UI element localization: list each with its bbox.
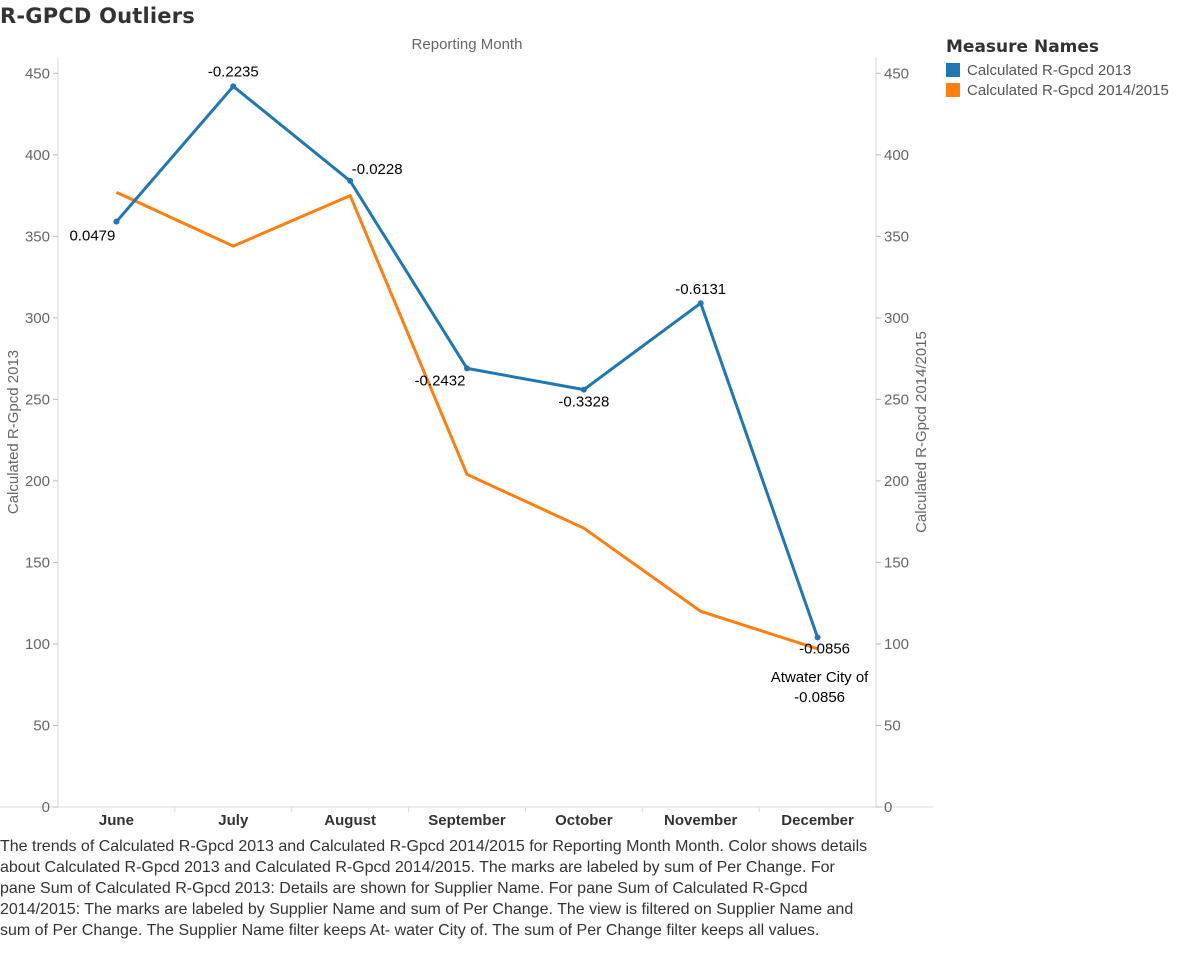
data-point-2013 bbox=[230, 83, 237, 90]
y-tick-label-left: 100 bbox=[25, 636, 50, 653]
y-tick-label-left: 400 bbox=[25, 147, 50, 164]
legend-item-2014-2015[interactable]: Calculated R-Gpcd 2014/2015 bbox=[946, 80, 1169, 100]
data-label-2013: -0.6131 bbox=[675, 281, 726, 298]
x-tick-label: November bbox=[664, 812, 738, 829]
data-point-2013 bbox=[464, 365, 470, 372]
y-tick-label-left: 50 bbox=[33, 717, 50, 734]
legend-item-2013[interactable]: Calculated R-Gpcd 2013 bbox=[946, 60, 1169, 80]
y-tick-label-right: 450 bbox=[884, 65, 909, 82]
legend: Measure Names Calculated R-Gpcd 2013 Cal… bbox=[946, 37, 1169, 100]
data-label-2013: -0.2235 bbox=[208, 63, 259, 80]
y-tick-label-right: 300 bbox=[884, 310, 909, 327]
data-label-2013: 0.0479 bbox=[69, 228, 115, 245]
data-point-2013 bbox=[113, 218, 120, 225]
data-label-2014-2015-value: -0.0856 bbox=[794, 689, 845, 706]
data-point-2013 bbox=[697, 300, 704, 307]
legend-title: Measure Names bbox=[946, 37, 1100, 57]
x-tick-label: July bbox=[218, 812, 249, 829]
top-axis-title: Reporting Month bbox=[412, 36, 523, 53]
chart-caption: The trends of Calculated R-Gpcd 2013 and… bbox=[0, 838, 868, 939]
legend-swatch-2013 bbox=[946, 63, 960, 77]
data-point-2013 bbox=[347, 177, 354, 184]
data-label-2013: -0.0856 bbox=[799, 640, 850, 657]
data-label-2014-2015-supplier: Atwater City of bbox=[771, 669, 869, 686]
y-tick-label-right: 150 bbox=[884, 554, 909, 571]
x-tick-label: October bbox=[555, 812, 613, 829]
line-chart: 0 0 50 50 100 100 150 150 200 200 250 250 300 300 350 3… bbox=[0, 36, 933, 829]
x-tick-label: August bbox=[324, 812, 376, 829]
y-tick-label-right: 0 bbox=[884, 799, 892, 816]
y-tick-label-left: 200 bbox=[25, 473, 50, 490]
chart-title: R-GPCD Outliers bbox=[0, 4, 196, 28]
y-tick-label-left: 350 bbox=[25, 228, 50, 245]
x-tick-label: June bbox=[99, 812, 134, 829]
y-axis-title-left: Calculated R-Gpcd 2013 bbox=[5, 350, 22, 514]
x-tick-label: December bbox=[781, 812, 854, 829]
data-point-2013 bbox=[580, 386, 587, 393]
y-tick-label-left: 150 bbox=[25, 554, 50, 571]
legend-label-2013: Calculated R-Gpcd 2013 bbox=[967, 61, 1132, 79]
y-tick-label-right: 400 bbox=[884, 147, 909, 164]
y-tick-label-left: 0 bbox=[42, 799, 50, 816]
y-tick-label-left: 450 bbox=[25, 65, 50, 82]
series-line-2013 bbox=[115, 84, 819, 638]
y-tick-label-left: 250 bbox=[25, 391, 50, 408]
y-tick-label-left: 300 bbox=[25, 310, 50, 327]
y-axis-title-right: Calculated R-Gpcd 2014/2015 bbox=[913, 331, 930, 533]
legend-label-2014-2015: Calculated R-Gpcd 2014/2015 bbox=[967, 81, 1169, 99]
data-label-2013: -0.3328 bbox=[558, 394, 609, 411]
data-point-2013 bbox=[814, 634, 821, 641]
y-tick-label-right: 350 bbox=[884, 228, 909, 245]
y-tick-label-right: 200 bbox=[884, 473, 909, 490]
y-tick-label-right: 100 bbox=[884, 636, 909, 653]
y-tick-label-right: 250 bbox=[884, 391, 909, 408]
data-label-2013: -0.0228 bbox=[352, 161, 403, 178]
x-tick-label: September bbox=[428, 812, 506, 829]
legend-swatch-2014-2015 bbox=[946, 83, 960, 97]
data-label-2013: -0.2432 bbox=[415, 372, 466, 389]
y-tick-label-right: 50 bbox=[884, 717, 901, 734]
series-line-2014-2015 bbox=[115, 190, 819, 651]
